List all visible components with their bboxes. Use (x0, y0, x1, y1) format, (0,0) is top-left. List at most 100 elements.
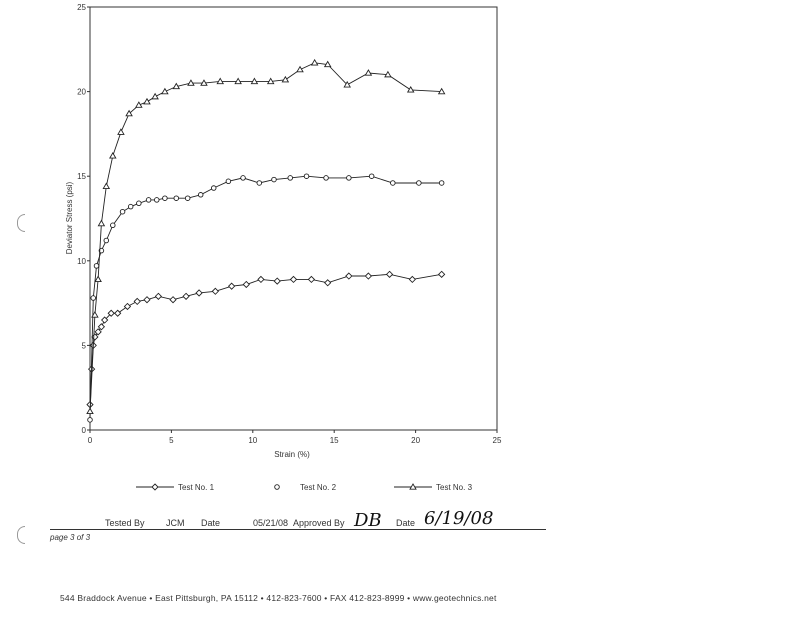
y-tick-label: 10 (77, 257, 86, 266)
data-point (408, 275, 416, 284)
x-tick-label: 20 (411, 436, 420, 445)
data-point (289, 275, 298, 284)
series-line-3 (89, 62, 442, 412)
series-2 (87, 173, 445, 423)
data-point (154, 292, 163, 300)
y-axis-title: Deviator Stress (psi) (65, 181, 74, 254)
legend-marker (274, 484, 280, 490)
data-point (234, 77, 242, 85)
y-tick-label: 15 (77, 172, 86, 181)
page-number: page 3 of 3 (50, 533, 91, 542)
data-point (90, 295, 97, 301)
data-point (97, 323, 106, 331)
data-point (240, 175, 246, 181)
legend-item: Test No. 3 (394, 483, 473, 492)
data-point (216, 77, 225, 85)
data-point (364, 69, 373, 76)
data-point (281, 75, 290, 83)
series-line-2 (89, 175, 442, 420)
company-address: 544 Braddock Avenue • East Pittsburgh, P… (60, 593, 497, 603)
plot-area-frame (89, 6, 498, 431)
legend-label: Test No. 3 (436, 483, 473, 492)
data-point (151, 92, 159, 100)
data-point (257, 275, 265, 284)
data-point (345, 272, 353, 280)
data-point (384, 70, 392, 78)
hole-punch-mark-lower (17, 526, 25, 544)
data-point (303, 173, 310, 179)
x-tick-label: 15 (330, 436, 339, 445)
data-point (97, 219, 106, 227)
data-point (310, 58, 319, 66)
y-tick-label: 20 (77, 88, 86, 97)
data-point (266, 77, 275, 85)
data-point (438, 180, 445, 186)
data-point (182, 292, 190, 300)
approved-by-label: Approved By (293, 518, 345, 528)
x-axis-title: Strain (%) (274, 450, 310, 459)
tested-by-value: JCM (166, 518, 185, 528)
data-point (250, 77, 259, 85)
data-point (416, 180, 422, 186)
data-point (195, 289, 203, 297)
data-point (135, 101, 143, 108)
data-point (127, 203, 134, 210)
hole-punch-mark-upper (17, 214, 25, 232)
data-point (211, 287, 219, 295)
x-tick-label: 5 (169, 436, 174, 445)
y-tick-label: 5 (82, 341, 87, 350)
data-point (145, 197, 152, 203)
data-point (273, 277, 281, 285)
data-point (307, 275, 316, 284)
data-point (225, 178, 232, 185)
y-tick-label: 25 (77, 3, 86, 12)
data-point (364, 272, 373, 280)
data-point (143, 296, 151, 304)
data-point (324, 279, 332, 287)
data-point (438, 270, 446, 278)
data-point (93, 263, 100, 269)
data-point (110, 222, 116, 229)
data-point (256, 180, 263, 186)
data-point (287, 175, 293, 181)
data-point (368, 173, 375, 179)
data-point (210, 185, 217, 191)
approved-date-label: Date (396, 518, 416, 528)
data-point (114, 309, 122, 317)
date-value: 05/21/08 (253, 518, 289, 528)
data-point (133, 297, 141, 306)
data-point (136, 200, 142, 207)
data-point (323, 60, 332, 68)
data-point (117, 128, 125, 135)
data-point (184, 195, 191, 201)
legend: Test No. 1 Test No. 2 Test No. 3 (136, 483, 473, 492)
data-point (437, 87, 446, 95)
data-point (197, 192, 204, 198)
data-point (271, 176, 277, 183)
series-line-1 (89, 273, 442, 405)
data-point (172, 82, 181, 90)
data-point (87, 417, 93, 423)
data-point (343, 80, 352, 88)
data-point (86, 407, 94, 415)
signoff-rule (50, 529, 546, 530)
data-point (323, 175, 329, 181)
data-point (385, 270, 394, 278)
approved-by-initials: DB (354, 510, 382, 531)
data-point (406, 86, 415, 93)
axis-ticks: 0 5 10 15 20 25 0 5 10 15 20 25 (77, 3, 502, 445)
data-point (161, 87, 169, 95)
data-point (390, 180, 396, 186)
data-point (91, 311, 99, 318)
legend-label: Test No. 2 (300, 483, 337, 492)
series-3 (86, 58, 446, 415)
x-tick-label: 10 (248, 436, 257, 445)
data-point (242, 280, 250, 289)
series-1 (86, 270, 446, 409)
legend-item: Test No. 2 (274, 483, 337, 492)
data-point (103, 237, 110, 244)
legend-marker (151, 483, 159, 491)
data-point (94, 328, 102, 336)
series-layer (86, 58, 446, 423)
